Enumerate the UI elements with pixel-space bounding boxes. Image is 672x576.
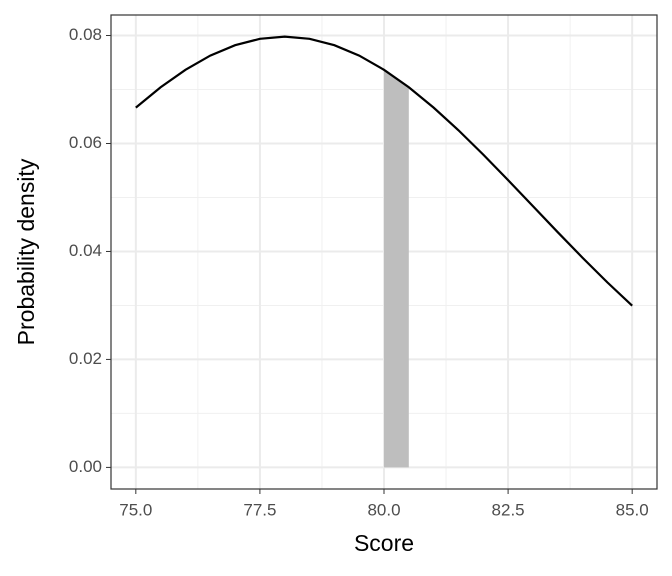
- y-axis-title: Probability density: [13, 158, 39, 345]
- shaded-area: [384, 69, 409, 468]
- x-tick-label: 75.0: [119, 500, 152, 519]
- y-tick-label: 0.02: [69, 349, 102, 368]
- x-tick-label: 85.0: [616, 500, 649, 519]
- x-tick-label: 80.0: [367, 500, 400, 519]
- y-tick-label: 0.08: [69, 25, 102, 44]
- y-tick-label: 0.00: [69, 457, 102, 476]
- y-tick-label: 0.06: [69, 133, 102, 152]
- panel-border: [110, 14, 658, 490]
- x-axis-title: Score: [354, 530, 414, 556]
- y-tick-label: 0.04: [69, 241, 102, 260]
- x-tick-label: 77.5: [243, 500, 276, 519]
- density-curve: [135, 35, 633, 307]
- x-tick-label: 82.5: [492, 500, 525, 519]
